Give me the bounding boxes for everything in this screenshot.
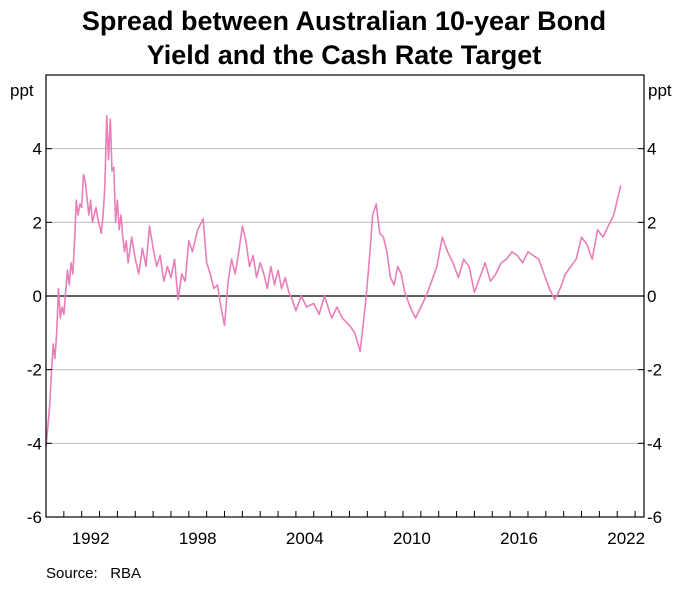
y-tick-label-left: -4	[27, 434, 42, 453]
x-tick-label: 2010	[393, 529, 431, 548]
y-tick-label-left: 0	[33, 287, 42, 306]
x-tick-label: 1998	[179, 529, 217, 548]
chart-title-line-1: Spread between Australian 10-year Bond	[81, 6, 607, 36]
y-axis-label-right: ppt	[648, 81, 672, 100]
x-tick-label: 1992	[72, 529, 110, 548]
source-value: RBA	[110, 565, 142, 582]
y-tick-label-right: -6	[647, 508, 662, 527]
y-axis-left: -6 -4 -2 0 2 4	[27, 140, 52, 527]
y-tick-label-right: 0	[647, 287, 656, 306]
x-axis: 1992 1998 2004 2010 2016 2022	[45, 511, 645, 548]
y-tick-label-left: 2	[33, 213, 42, 232]
series-line	[45, 114, 622, 448]
y-tick-label-right: 4	[647, 140, 656, 159]
chart-title: Spread between Australian 10-year Bond Y…	[0, 4, 688, 72]
y-axis-right: -6 -4 -2 0 2 4	[638, 140, 662, 527]
x-tick-label: 2016	[500, 529, 538, 548]
y-tick-label-left: 4	[33, 140, 42, 159]
y-tick-label-right: -2	[647, 361, 662, 380]
y-tick-label-left: -2	[27, 361, 42, 380]
x-tick-label: 2022	[607, 529, 645, 548]
grid-lines	[46, 148, 644, 444]
y-tick-label-left: -6	[27, 508, 42, 527]
source-label: Source:	[46, 565, 98, 582]
source-note: Source: RBA	[46, 565, 141, 582]
x-tick-label: 2004	[286, 529, 324, 548]
chart-title-line-2: Yield and the Cash Rate Target	[146, 40, 542, 70]
y-axis-label-left: ppt	[10, 81, 34, 100]
y-tick-label-right: -4	[647, 434, 662, 453]
y-tick-label-right: 2	[647, 213, 656, 232]
